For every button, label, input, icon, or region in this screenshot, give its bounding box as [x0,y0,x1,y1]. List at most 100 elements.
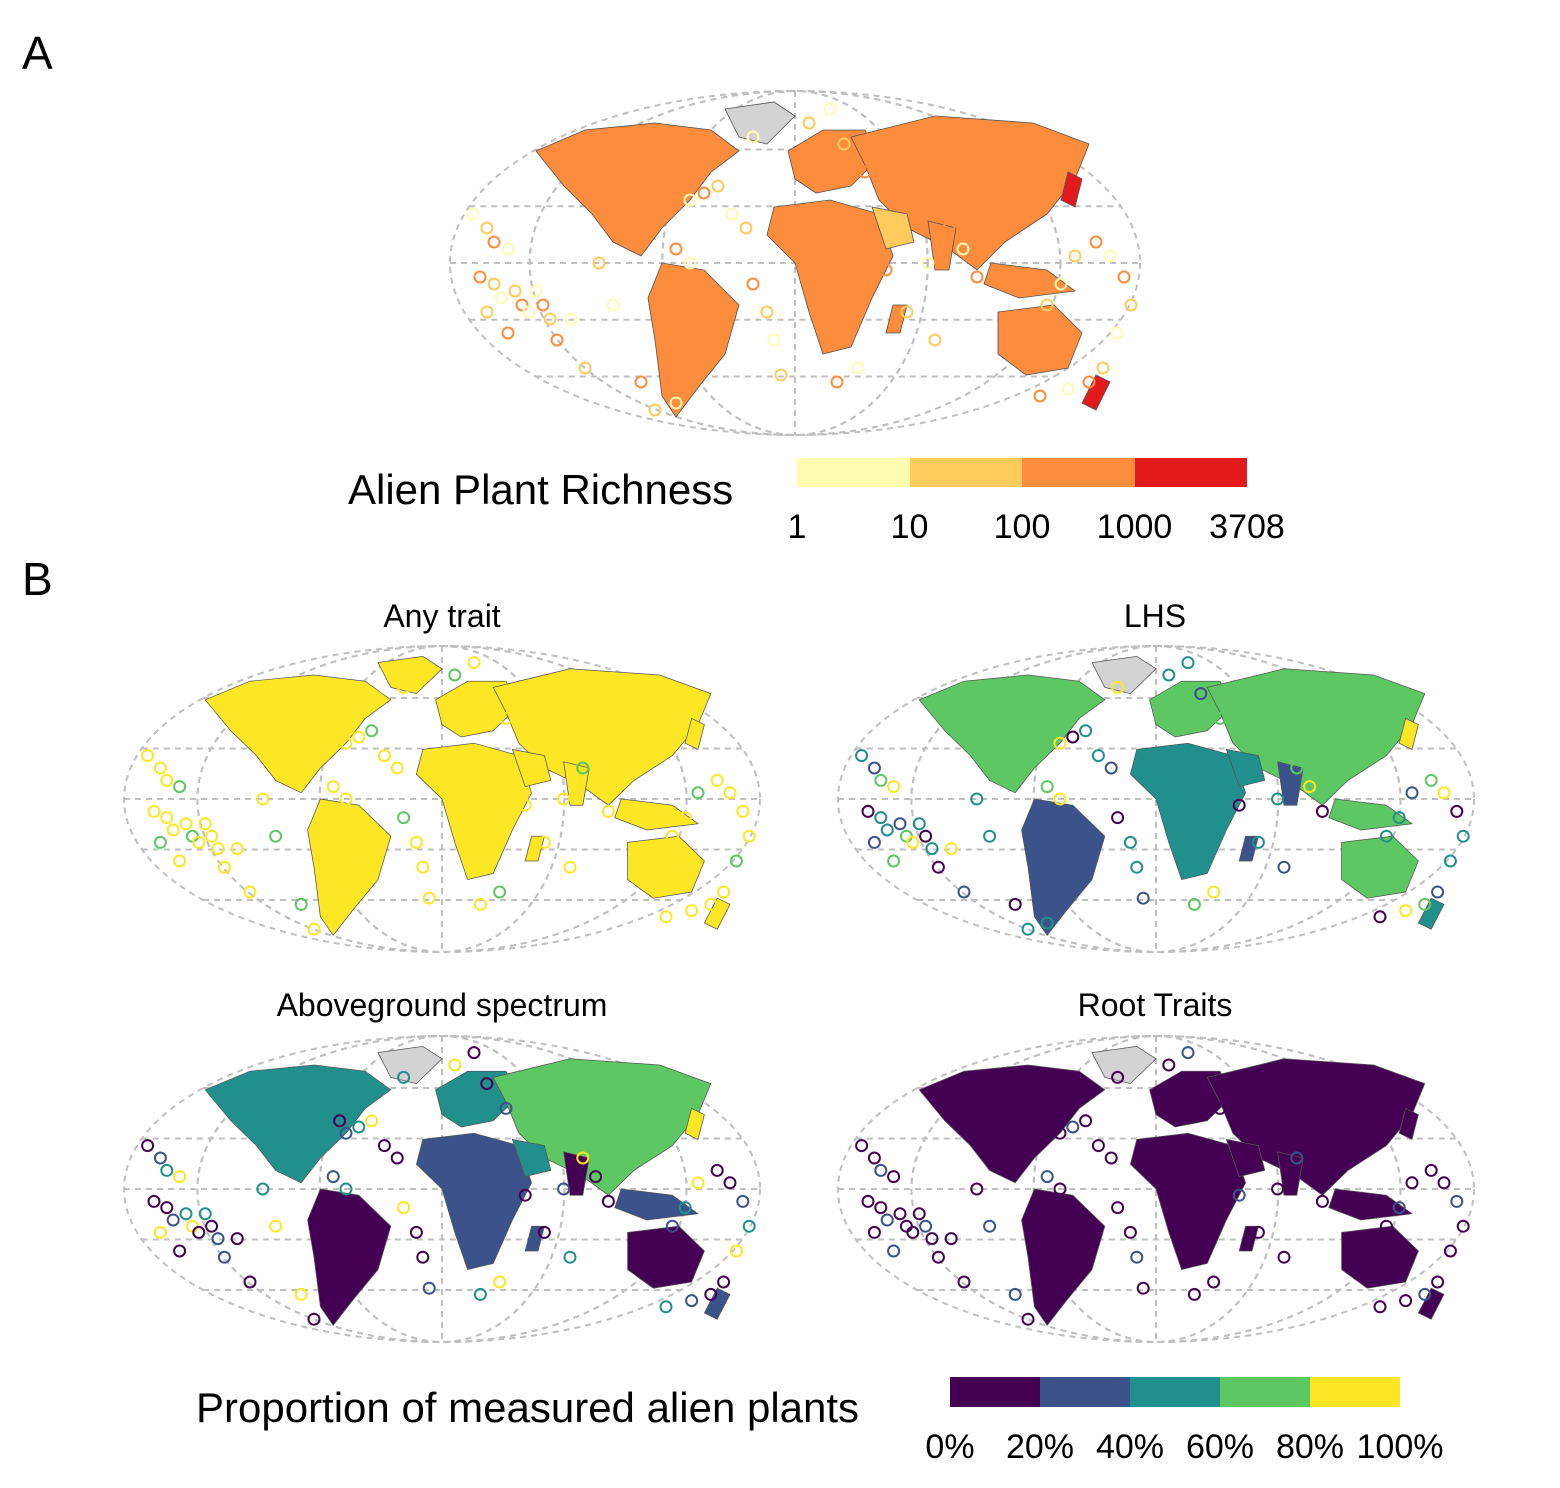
island-marker [499,711,513,725]
island-marker [691,786,705,800]
island-marker [1021,922,1035,936]
island-marker [518,798,532,812]
island-marker [365,1114,379,1128]
landmass-africa [766,199,894,355]
island-marker [1431,1275,1445,1289]
island-marker [887,1244,901,1258]
island-marker [1066,1120,1080,1134]
landmass-japan [1398,717,1419,750]
richness-legend-tick-label: 10 [890,508,929,546]
island-marker [711,179,725,193]
landmass-greenland [377,1046,443,1085]
island-marker [1104,1151,1118,1165]
landmass-madagascar [524,1225,545,1252]
island-marker [160,811,174,825]
island-marker [1379,829,1393,843]
island-marker [1040,916,1054,930]
island-marker [956,242,970,256]
landmass-australia [627,1225,705,1289]
island-marker [480,305,494,319]
island-marker [919,829,933,843]
island-marker [1392,811,1406,825]
island-marker [874,811,888,825]
island-marker [1271,792,1285,806]
island-marker [326,916,340,930]
island-marker [931,1250,945,1264]
island-marker [326,1306,340,1320]
island-marker [494,291,508,305]
island-marker [230,1232,244,1246]
island-marker [1431,885,1445,899]
island-marker [243,1275,257,1289]
island-marker [473,270,487,284]
landmass-australia [1341,1225,1419,1289]
island-marker [746,130,760,144]
island-marker [1068,249,1082,263]
island-marker [390,761,404,775]
island-marker [185,1219,199,1233]
island-marker [669,396,683,410]
island-marker [153,1151,167,1165]
landmass-asia [1206,668,1426,806]
island-marker [1443,1244,1457,1258]
landmass-south-america [647,262,740,418]
island-marker [269,829,283,843]
island-marker [1061,382,1075,396]
island-marker [487,277,501,291]
landmass-greenland [377,656,443,695]
island-marker [691,1176,705,1190]
island-marker [1424,773,1438,787]
island-marker [563,860,577,874]
island-marker [1053,1182,1067,1196]
island-marker [970,792,984,806]
landmass-madagascar [524,835,545,862]
island-marker [1130,860,1144,874]
island-marker [397,1201,411,1215]
island-marker [944,1232,958,1246]
island-marker [339,1126,353,1140]
island-marker [147,804,161,818]
island-marker [1096,361,1110,375]
island-marker [710,773,724,787]
richness-legend-tick-label: 3708 [1209,508,1285,546]
island-marker [1053,736,1067,750]
landmass-arabia [871,206,915,250]
island-marker [1373,1300,1387,1314]
island-marker [1277,860,1291,874]
island-marker [837,137,851,151]
island-marker [1456,829,1470,843]
island-marker [179,1207,193,1221]
island-marker [931,860,945,874]
island-marker [1290,761,1304,775]
island-marker [153,1225,167,1239]
island-marker [1271,1182,1285,1196]
island-marker [774,368,788,382]
island-marker [397,811,411,825]
any-trait-world-map [123,645,761,953]
map-outline [837,1035,1475,1343]
island-marker [678,811,692,825]
island-marker [867,1225,881,1239]
richness-legend-tick-label: 1 [787,508,807,546]
island-marker [467,656,481,670]
island-marker [767,333,781,347]
island-marker [1207,1275,1221,1289]
map-outline [123,645,761,953]
island-marker [606,298,620,312]
landmass-arabia [1225,1138,1266,1178]
island-marker [422,891,436,905]
landmass-australia [997,304,1083,376]
island-marker [861,804,875,818]
island-marker [536,298,550,312]
island-marker [339,1182,353,1196]
island-marker [1418,1287,1432,1301]
landmass-south-america [307,798,392,937]
island-marker [861,1194,875,1208]
land-masses [918,1046,1445,1327]
island-marker [480,1077,494,1091]
island-marker [326,1170,340,1184]
island-marker [1379,1219,1393,1233]
island-marker [1443,854,1457,868]
island-marker [352,1120,366,1134]
island-marker [217,1250,231,1264]
